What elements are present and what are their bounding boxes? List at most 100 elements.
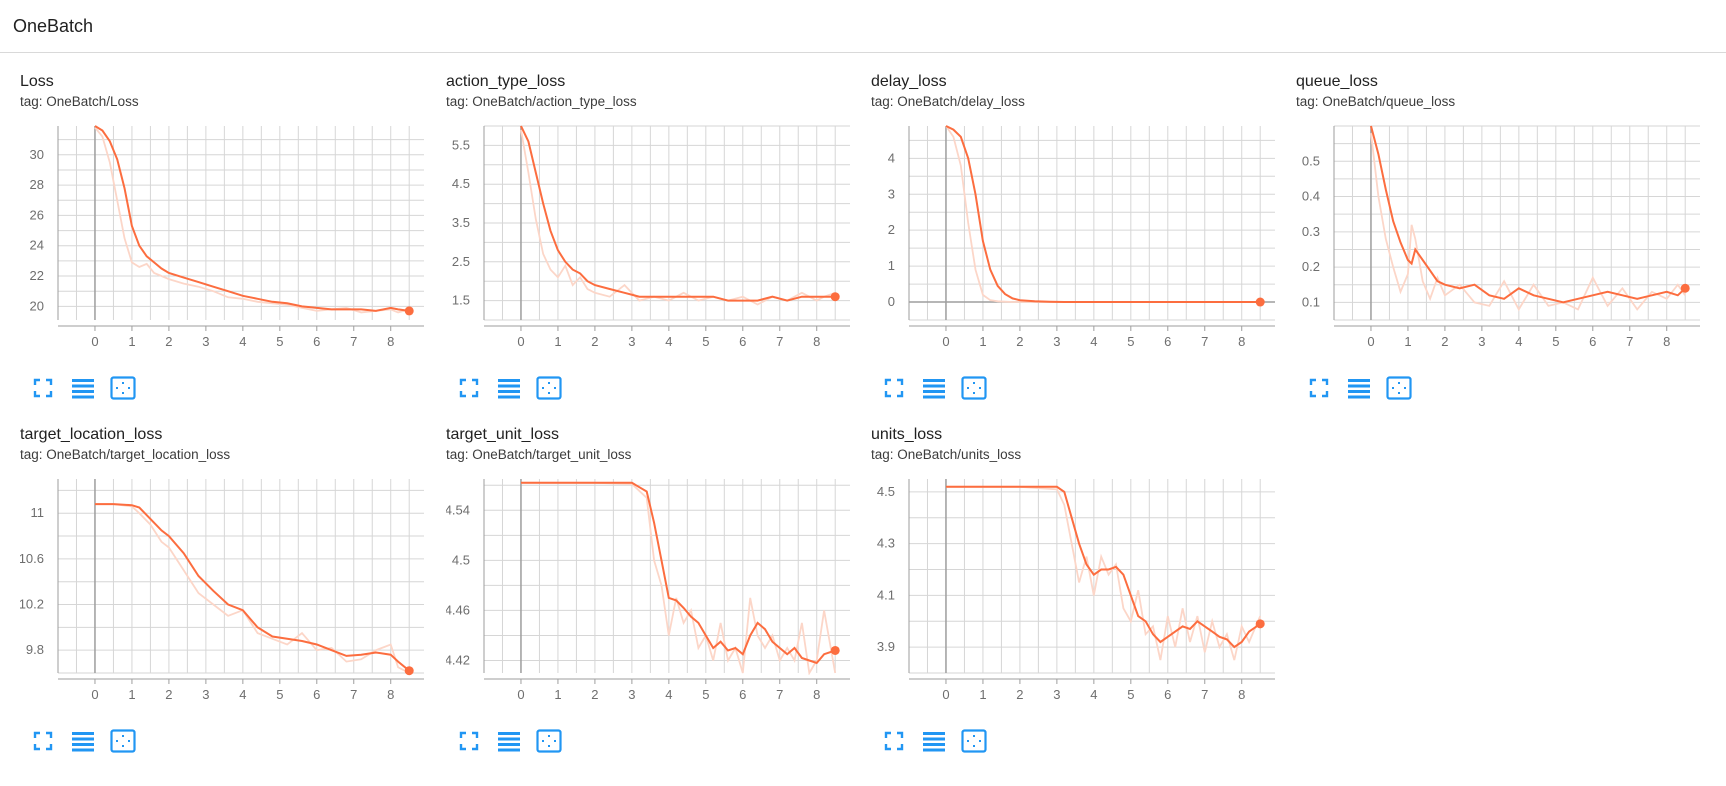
y-tick-label: 4.42 [446, 652, 470, 667]
x-tick-label: 7 [1201, 334, 1208, 349]
y-tick-label: 9.8 [26, 642, 44, 657]
toggle-log-icon[interactable] [496, 375, 522, 401]
toggle-log-icon[interactable] [921, 728, 947, 754]
y-tick-label: 3.5 [452, 215, 470, 230]
chart-toolbar [881, 728, 987, 754]
fit-domain-icon[interactable] [536, 375, 562, 401]
x-tick-label: 7 [350, 687, 357, 702]
chart-toolbar [1306, 375, 1412, 401]
x-tick-label: 0 [942, 334, 949, 349]
last-point-marker [830, 292, 840, 302]
chart-tag: tag: OneBatch/Loss [20, 94, 139, 109]
fit-domain-icon[interactable] [961, 728, 987, 754]
x-tick-label: 5 [276, 334, 283, 349]
y-tick-label: 0.2 [1302, 259, 1320, 274]
x-tick-label: 8 [813, 687, 820, 702]
toggle-log-icon[interactable] [70, 375, 96, 401]
x-tick-label: 5 [702, 334, 709, 349]
line-plot[interactable]: 0 1 2 3 4 5 6 7 8 20 22 24 26 28 30 [20, 117, 432, 362]
fullscreen-icon[interactable] [30, 375, 56, 401]
line-plot[interactable]: 0 1 2 3 4 5 6 7 8 0 1 2 3 4 [871, 117, 1283, 362]
x-tick-label: 8 [387, 334, 394, 349]
smoothed-series-line [95, 503, 410, 672]
x-tick-label: 2 [1441, 334, 1448, 349]
last-point-marker [404, 666, 414, 676]
x-tick-label: 6 [739, 687, 746, 702]
fit-domain-icon[interactable] [110, 728, 136, 754]
y-tick-label: 1.5 [452, 293, 470, 308]
fit-domain-icon[interactable] [1386, 375, 1412, 401]
x-tick-label: 0 [1367, 334, 1374, 349]
chart-title: delay_loss [871, 73, 947, 90]
x-tick-label: 0 [91, 687, 98, 702]
fit-domain-icon[interactable] [961, 375, 987, 401]
fit-domain-icon[interactable] [110, 375, 136, 401]
chart-card: target_location_loss tag: OneBatch/target… [20, 426, 430, 771]
chart-card: delay_loss tag: OneBatch/delay_loss 0 1 2 3 4 5… [871, 73, 1281, 418]
x-tick-label: 1 [128, 687, 135, 702]
x-tick-label: 6 [313, 687, 320, 702]
x-tick-label: 6 [1164, 334, 1171, 349]
smoothed-series-line [521, 481, 836, 665]
chart-tag: tag: OneBatch/target_location_loss [20, 447, 231, 462]
fullscreen-icon[interactable] [881, 728, 907, 754]
y-tick-label: 4.46 [446, 602, 470, 617]
chart-toolbar [456, 728, 562, 754]
raw-series-line [1370, 132, 1686, 312]
x-tick-label: 8 [1238, 334, 1245, 349]
y-tick-label: 3 [888, 186, 895, 201]
y-tick-label: 4.1 [877, 587, 895, 602]
chart-card: Loss tag: OneBatch/Loss 0 1 2 3 4 5 6 7 8 20 22 24 26 2… [20, 73, 430, 418]
fit-domain-icon[interactable] [536, 728, 562, 754]
x-tick-label: 5 [276, 687, 283, 702]
x-tick-label: 4 [665, 687, 672, 702]
toggle-log-icon[interactable] [921, 375, 947, 401]
y-tick-label: 3.9 [877, 639, 895, 654]
fullscreen-icon[interactable] [456, 728, 482, 754]
fullscreen-icon[interactable] [1306, 375, 1332, 401]
y-tick-label: 4.5 [452, 552, 470, 567]
x-tick-label: 0 [91, 334, 98, 349]
y-tick-label: 28 [30, 177, 44, 192]
raw-series-line [946, 485, 1262, 661]
x-tick-label: 2 [1016, 687, 1023, 702]
chart-toolbar [881, 375, 987, 401]
x-tick-label: 0 [517, 687, 524, 702]
y-tick-label: 22 [30, 268, 44, 283]
x-tick-label: 3 [202, 687, 209, 702]
last-point-marker [830, 645, 840, 655]
toggle-log-icon[interactable] [70, 728, 96, 754]
chart-title: units_loss [871, 426, 943, 443]
line-plot[interactable]: 0 1 2 3 4 5 6 7 8 4.42 4.46 4.5 4.54 [446, 470, 858, 715]
fullscreen-icon[interactable] [30, 728, 56, 754]
line-plot[interactable]: 0 1 2 3 4 5 6 7 8 3.9 4.1 4.3 4.5 [871, 470, 1283, 715]
y-tick-label: 0.5 [1302, 153, 1320, 168]
y-tick-label: 1 [888, 258, 895, 273]
toggle-log-icon[interactable] [1346, 375, 1372, 401]
app-header: OneBatch [0, 0, 1726, 53]
x-tick-label: 2 [165, 687, 172, 702]
smoothed-series-line [520, 125, 836, 302]
y-tick-label: 26 [30, 207, 44, 222]
chart-grid: Loss tag: OneBatch/Loss 0 1 2 3 4 5 6 7 8 20 22 24 26 2… [0, 53, 1726, 786]
chart-card: action_type_loss tag: OneBatch/action_typ… [446, 73, 856, 418]
chart-tag: tag: OneBatch/units_loss [871, 447, 1022, 462]
y-tick-label: 0 [888, 294, 895, 309]
line-plot[interactable]: 0 1 2 3 4 5 6 7 8 1.5 2.5 3.5 4.5 5.5 [446, 117, 858, 362]
chart-toolbar [30, 728, 136, 754]
y-tick-label: 0.4 [1302, 189, 1320, 204]
fullscreen-icon[interactable] [456, 375, 482, 401]
y-tick-label: 4 [888, 150, 895, 165]
y-tick-label: 2 [888, 222, 895, 237]
x-tick-label: 7 [350, 334, 357, 349]
toggle-log-icon[interactable] [496, 728, 522, 754]
line-plot[interactable]: 0 1 2 3 4 5 6 7 8 0.1 0.2 0.3 0.4 0.5 [1296, 117, 1708, 362]
line-plot[interactable]: 0 1 2 3 4 5 6 7 8 9.8 10.2 10.6 11 [20, 470, 432, 715]
y-tick-label: 24 [30, 238, 44, 253]
x-tick-label: 4 [239, 687, 246, 702]
x-tick-label: 0 [942, 687, 949, 702]
fullscreen-icon[interactable] [881, 375, 907, 401]
chart-tag: tag: OneBatch/target_unit_loss [446, 447, 632, 462]
chart-card: queue_loss tag: OneBatch/queue_loss 0 1 2 3 4 5… [1296, 73, 1706, 418]
y-tick-label: 10.6 [20, 551, 44, 566]
